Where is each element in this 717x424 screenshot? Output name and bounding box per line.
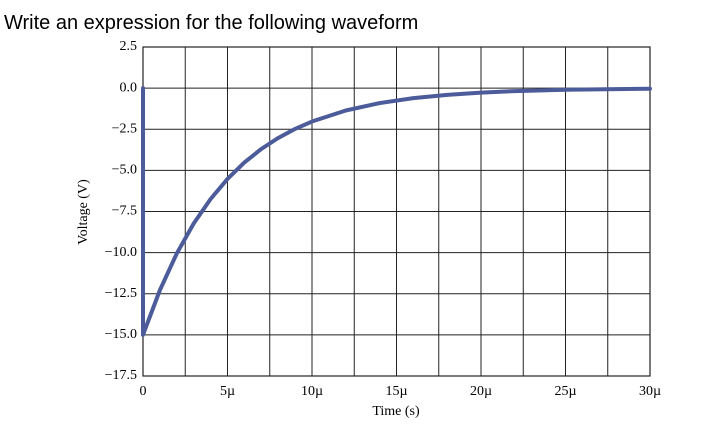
waveform-line (141, 86, 652, 337)
x-tick-label: 5µ (220, 384, 235, 399)
x-tick-label: 0 (140, 384, 147, 399)
y-axis-label: Voltage (V) (76, 179, 91, 245)
y-tick-label: −2.5 (112, 121, 137, 136)
x-tick-label: 25µ (554, 384, 576, 399)
y-tick-label: −7.5 (112, 204, 137, 219)
x-tick-label: 20µ (470, 384, 492, 399)
y-tick-label: −17.5 (105, 368, 137, 383)
x-tick-label: 15µ (385, 384, 407, 399)
y-tick-label: −10.0 (105, 245, 137, 260)
y-tick-label: −15.0 (105, 327, 137, 342)
y-tick-label: −12.5 (105, 286, 137, 301)
x-tick-label: 30µ (639, 384, 661, 399)
chart-title: Write an expression for the following wa… (4, 12, 418, 34)
y-tick-label: 0.0 (120, 80, 138, 95)
y-tick-label: 2.5 (120, 39, 138, 54)
x-axis-label: Time (s) (372, 404, 420, 419)
y-tick-label: −5.0 (112, 163, 137, 178)
x-tick-label: 10µ (301, 384, 323, 399)
